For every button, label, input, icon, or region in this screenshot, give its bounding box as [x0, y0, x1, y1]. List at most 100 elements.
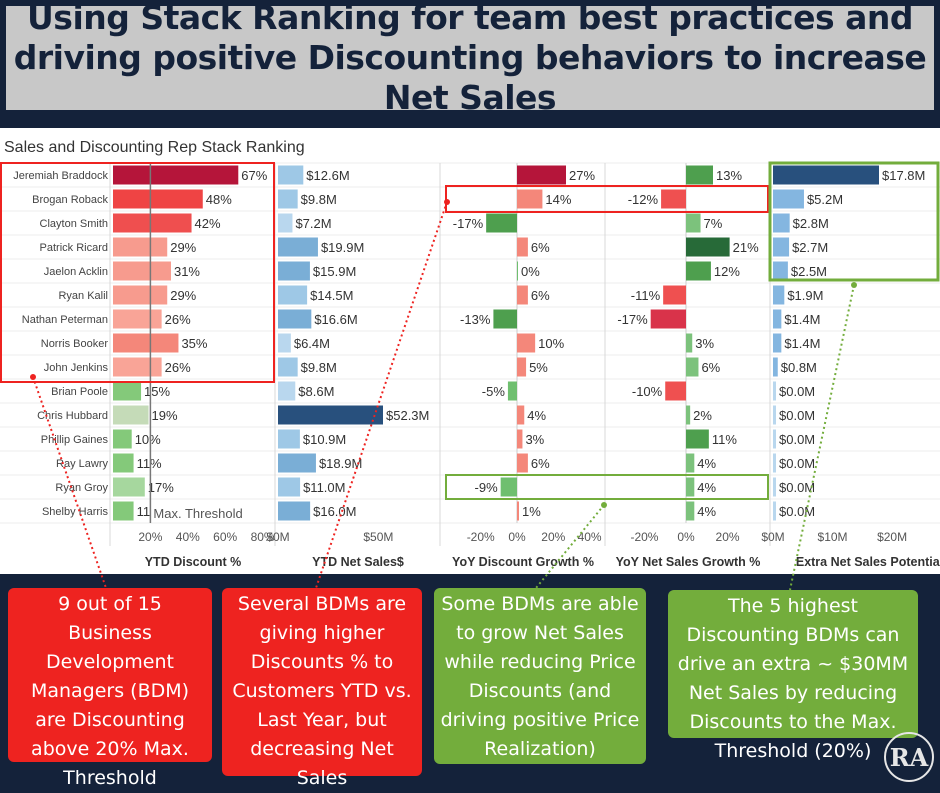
data-label-ytd_net_sales: $15.9M	[313, 264, 356, 279]
bar-yoy_discount_growth	[517, 405, 525, 425]
rep-name-label: Norris Booker	[41, 338, 109, 350]
bar-ytd_net_sales	[278, 429, 300, 449]
rep-name-label: Ray Lawry	[56, 458, 108, 470]
tick-label-ytd_discount: 80%	[251, 530, 275, 544]
bar-yoy_net_sales_growth	[686, 333, 693, 353]
rep-name-label: Ryan Groy	[55, 482, 108, 494]
data-label-ytd_discount: 19%	[152, 408, 178, 423]
bar-extra_net_sales_potential	[773, 285, 785, 305]
data-label-extra_net_sales_potential: $17.8M	[882, 168, 925, 183]
data-label-ytd_discount: 35%	[181, 336, 207, 351]
bar-ytd_discount	[113, 165, 239, 185]
bar-ytd_net_sales	[278, 285, 308, 305]
data-label-yoy_net_sales_growth: 4%	[697, 480, 716, 495]
bar-yoy_net_sales_growth	[686, 429, 709, 449]
bar-extra_net_sales_potential	[773, 237, 790, 257]
bar-yoy_discount_growth	[493, 309, 517, 329]
bar-ytd_net_sales	[278, 501, 311, 521]
bar-extra_net_sales_potential	[773, 189, 804, 209]
data-label-ytd_discount: 31%	[174, 264, 200, 279]
data-label-yoy_net_sales_growth: 3%	[695, 336, 714, 351]
rep-name-label: Jeremiah Braddock	[13, 170, 108, 182]
bar-yoy_net_sales_growth	[686, 477, 695, 497]
callout-area: 9 out of 15 Business Development Manager…	[0, 574, 940, 789]
data-label-ytd_net_sales: $6.4M	[294, 336, 330, 351]
bar-yoy_net_sales_growth	[663, 285, 686, 305]
data-label-ytd_net_sales: $52.3M	[386, 408, 429, 423]
title-box: Using Stack Ranking for team best practi…	[6, 0, 934, 117]
data-label-yoy_net_sales_growth: 4%	[697, 456, 716, 471]
bar-ytd_discount	[113, 357, 162, 377]
data-label-ytd_net_sales: $11.0M	[303, 480, 345, 495]
data-label-yoy_discount_growth: 14%	[545, 192, 571, 207]
data-label-extra_net_sales_potential: $2.8M	[793, 216, 829, 231]
bar-extra_net_sales_potential	[773, 213, 790, 233]
data-label-yoy_discount_growth: 4%	[527, 408, 546, 423]
data-label-yoy_discount_growth: 10%	[538, 336, 564, 351]
data-label-ytd_net_sales: $8.6M	[298, 384, 334, 399]
bar-extra_net_sales_potential	[773, 165, 879, 185]
data-label-extra_net_sales_potential: $0.0M	[779, 408, 815, 423]
data-label-yoy_net_sales_growth: -17%	[617, 312, 648, 327]
data-label-ytd_net_sales: $10.9M	[303, 432, 346, 447]
bar-ytd_net_sales	[278, 213, 293, 233]
data-label-ytd_discount: 48%	[206, 192, 232, 207]
bar-ytd_net_sales	[278, 405, 383, 425]
bar-ytd_discount	[113, 381, 142, 401]
data-label-ytd_discount: 11	[137, 504, 151, 519]
bar-yoy_discount_growth	[517, 165, 566, 185]
data-label-extra_net_sales_potential: $5.2M	[807, 192, 843, 207]
axis-title-yoy_discount_growth: YoY Discount Growth %	[452, 555, 594, 569]
bar-ytd_net_sales	[278, 357, 298, 377]
tick-label-ytd_net_sales: $50M	[363, 530, 393, 544]
tick-label-yoy_net_sales_growth: 20%	[716, 530, 740, 544]
bar-ytd_net_sales	[278, 309, 312, 329]
data-label-ytd_discount: 67%	[241, 168, 267, 183]
data-label-ytd_discount: 26%	[165, 360, 191, 375]
axis-title-ytd_net_sales: YTD Net Sales$	[312, 555, 404, 569]
data-label-ytd_net_sales: $19.9M	[321, 240, 364, 255]
tick-label-ytd_discount: 40%	[176, 530, 200, 544]
bar-ytd_discount	[113, 405, 149, 425]
data-label-ytd_discount: 26%	[165, 312, 191, 327]
data-label-extra_net_sales_potential: $0.0M	[779, 384, 815, 399]
callout-higher-discounts: Several BDMs are giving higher Discounts…	[222, 588, 422, 789]
bar-yoy_discount_growth	[486, 213, 517, 233]
data-label-yoy_discount_growth: 3%	[525, 432, 544, 447]
chart-area: Sales and Discounting Rep Stack Ranking …	[0, 128, 940, 574]
bar-yoy_net_sales_growth	[686, 405, 691, 425]
data-label-ytd_discount: 15%	[144, 384, 170, 399]
data-label-yoy_net_sales_growth: 2%	[693, 408, 712, 423]
bar-ytd_discount	[113, 333, 179, 353]
bar-extra_net_sales_potential	[773, 405, 776, 425]
bar-yoy_net_sales_growth	[686, 261, 711, 281]
bar-ytd_net_sales	[278, 237, 318, 257]
tick-label-extra_net_sales_potential: $20M	[877, 530, 907, 544]
data-label-ytd_net_sales: $9.8M	[301, 360, 337, 375]
data-label-ytd_net_sales: $16.0M	[313, 504, 356, 519]
bar-ytd_discount	[113, 285, 168, 305]
data-label-yoy_net_sales_growth: -10%	[632, 384, 663, 399]
bar-ytd_net_sales	[278, 381, 296, 401]
axis-title-ytd_discount: YTD Discount %	[145, 555, 242, 569]
bar-extra_net_sales_potential	[773, 261, 788, 281]
tick-label-yoy_net_sales_growth: 0%	[677, 530, 695, 544]
chart-title: Sales and Discounting Rep Stack Ranking	[4, 139, 305, 156]
bar-yoy_discount_growth	[517, 285, 528, 305]
bar-yoy_net_sales_growth	[686, 213, 701, 233]
data-label-ytd_net_sales: $18.9M	[319, 456, 362, 471]
bar-yoy_net_sales_growth	[686, 453, 695, 473]
bar-ytd_net_sales	[278, 333, 291, 353]
rep-name-label: Shelby Harris	[42, 506, 109, 518]
rep-name-label: Patrick Ricard	[40, 242, 108, 254]
data-label-extra_net_sales_potential: $2.5M	[791, 264, 827, 279]
rep-name-label: Brian Poole	[51, 386, 108, 398]
data-label-ytd_discount: 17%	[148, 480, 174, 495]
data-label-extra_net_sales_potential: $0.0M	[779, 480, 815, 495]
data-label-yoy_net_sales_growth: -11%	[631, 288, 661, 303]
data-label-yoy_net_sales_growth: 12%	[714, 264, 740, 279]
bar-ytd_discount	[113, 477, 145, 497]
tick-label-ytd_discount: 60%	[213, 530, 237, 544]
highlight-box-potential	[768, 161, 940, 282]
data-label-extra_net_sales_potential: $1.9M	[787, 288, 823, 303]
